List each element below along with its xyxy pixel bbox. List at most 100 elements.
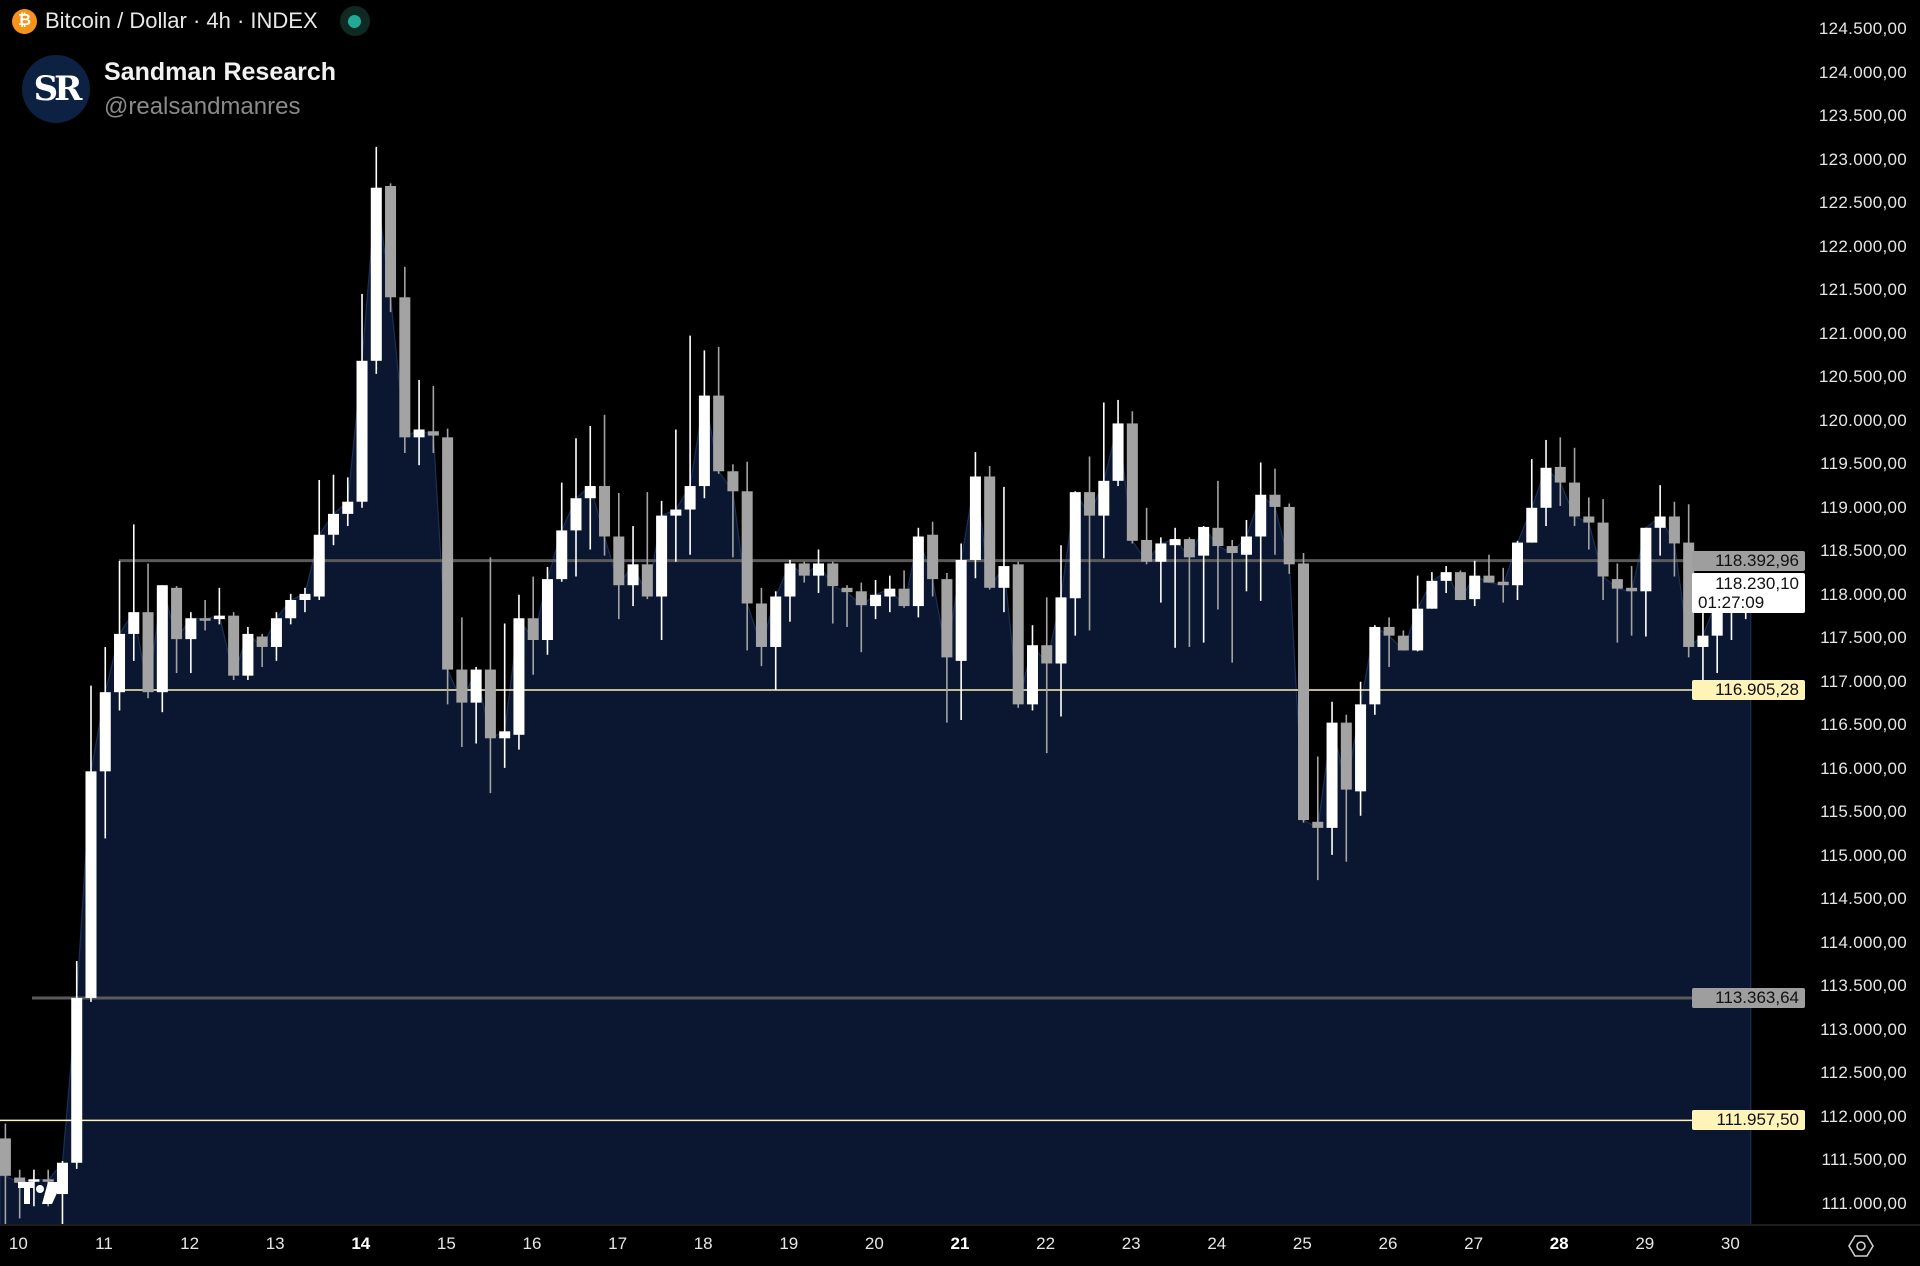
tradingview-logo-icon[interactable] xyxy=(18,1182,62,1204)
candle-body xyxy=(327,513,339,535)
candle xyxy=(599,414,611,556)
candle xyxy=(114,560,126,711)
candle xyxy=(1483,554,1495,583)
market-open-dot-icon[interactable] xyxy=(339,6,370,36)
time-tick-label: 24 xyxy=(1207,1234,1227,1253)
candle-body xyxy=(1597,522,1609,577)
candle xyxy=(313,479,325,600)
candle-body xyxy=(0,1138,11,1176)
candle xyxy=(1055,545,1067,717)
candle-body xyxy=(1269,494,1281,507)
price-tick-label: 112.000,00 xyxy=(1820,1106,1907,1126)
candle xyxy=(570,438,582,577)
candle xyxy=(1126,411,1138,544)
time-tick-label: 30 xyxy=(1720,1234,1740,1253)
candle-body xyxy=(128,612,140,634)
time-tick-label: 16 xyxy=(522,1234,542,1253)
candle-body xyxy=(1183,539,1195,558)
candle-body xyxy=(1711,599,1723,636)
candle-body xyxy=(1526,507,1538,543)
candle xyxy=(1026,625,1038,711)
candle xyxy=(841,585,853,627)
close-area xyxy=(0,187,1752,1226)
candle-body xyxy=(370,187,382,361)
candle xyxy=(285,593,297,625)
candle xyxy=(171,586,183,674)
candle-body xyxy=(484,669,496,739)
bitcoin-icon: ₿ xyxy=(12,8,37,34)
price-tick-label: 115.500,00 xyxy=(1820,802,1907,822)
candle-body xyxy=(1369,626,1381,705)
candle-body xyxy=(1198,526,1210,556)
symbol-header[interactable]: ₿ Bitcoin / Dollar · 4h · INDEX xyxy=(12,6,370,36)
candle xyxy=(99,646,111,839)
price-tick-label: 112.500,00 xyxy=(1820,1063,1907,1083)
candle-body xyxy=(256,636,268,647)
price-tick-label: 113.000,00 xyxy=(1820,1019,1907,1039)
candle-body xyxy=(356,360,368,502)
candle xyxy=(370,146,382,374)
candle xyxy=(1326,701,1338,855)
brand-handle: @realsandmanres xyxy=(104,92,301,120)
price-tick-label: 118.500,00 xyxy=(1820,541,1907,561)
bar-countdown: 01:27:09 xyxy=(1698,592,1765,612)
candle-body xyxy=(613,536,625,586)
candle-body xyxy=(1683,542,1695,647)
candle xyxy=(1084,456,1096,631)
close-area-fill xyxy=(0,187,1752,1226)
candle-body xyxy=(1583,516,1595,523)
candle-body xyxy=(998,566,1010,588)
price-tick-label: 124.500,00 xyxy=(1818,19,1907,39)
candle xyxy=(413,379,425,466)
candle-body xyxy=(499,731,511,739)
candle-body xyxy=(927,534,939,580)
settings-hexagon-icon[interactable] xyxy=(1848,1233,1874,1259)
candle xyxy=(541,566,553,655)
time-tick-label: 13 xyxy=(265,1234,285,1253)
candle xyxy=(1426,572,1438,609)
watermark-brand: SR Sandman Research @realsandmanres xyxy=(22,55,336,123)
candle-body xyxy=(1426,580,1438,609)
candle-body xyxy=(984,476,996,588)
candle xyxy=(1626,566,1638,636)
last-price-label: 118.230,10 01:27:09 xyxy=(1692,572,1805,613)
candle xyxy=(884,575,896,613)
candle xyxy=(128,524,140,661)
candle-body xyxy=(199,618,211,621)
candle-body xyxy=(1026,645,1038,705)
price-tick-label: 122.000,00 xyxy=(1818,236,1907,256)
candle xyxy=(1654,485,1666,556)
candle-body xyxy=(541,579,553,640)
candle-body xyxy=(1383,626,1395,636)
candle xyxy=(1312,756,1324,881)
symbol-title[interactable]: Bitcoin / Dollar · 4h · INDEX xyxy=(45,8,318,33)
candle-body xyxy=(1640,527,1652,592)
candle-body xyxy=(1611,579,1623,589)
candle xyxy=(927,521,939,597)
candle xyxy=(1183,537,1195,647)
candle-body xyxy=(442,437,454,670)
price-tick-label: 116.500,00 xyxy=(1820,715,1907,735)
candle-body xyxy=(399,297,411,438)
candle-body xyxy=(513,618,525,735)
candle xyxy=(299,587,311,613)
candle-body xyxy=(1312,821,1324,828)
time-tick-label: 29 xyxy=(1635,1234,1655,1253)
candle-body xyxy=(1355,704,1367,792)
candle xyxy=(713,346,725,474)
candle xyxy=(1198,526,1210,643)
price-tick-label: 114.000,00 xyxy=(1820,932,1907,952)
candle xyxy=(71,960,83,1169)
candle xyxy=(770,591,782,690)
candle xyxy=(641,492,653,600)
candle-body xyxy=(727,471,739,492)
candle-body xyxy=(1283,506,1295,565)
candle xyxy=(855,582,867,653)
candle xyxy=(1069,491,1081,636)
candle xyxy=(998,486,1010,613)
time-tick-label: 20 xyxy=(864,1234,884,1253)
candle xyxy=(784,559,796,622)
time-tick-label: 18 xyxy=(693,1234,713,1253)
candle-body xyxy=(413,429,425,438)
